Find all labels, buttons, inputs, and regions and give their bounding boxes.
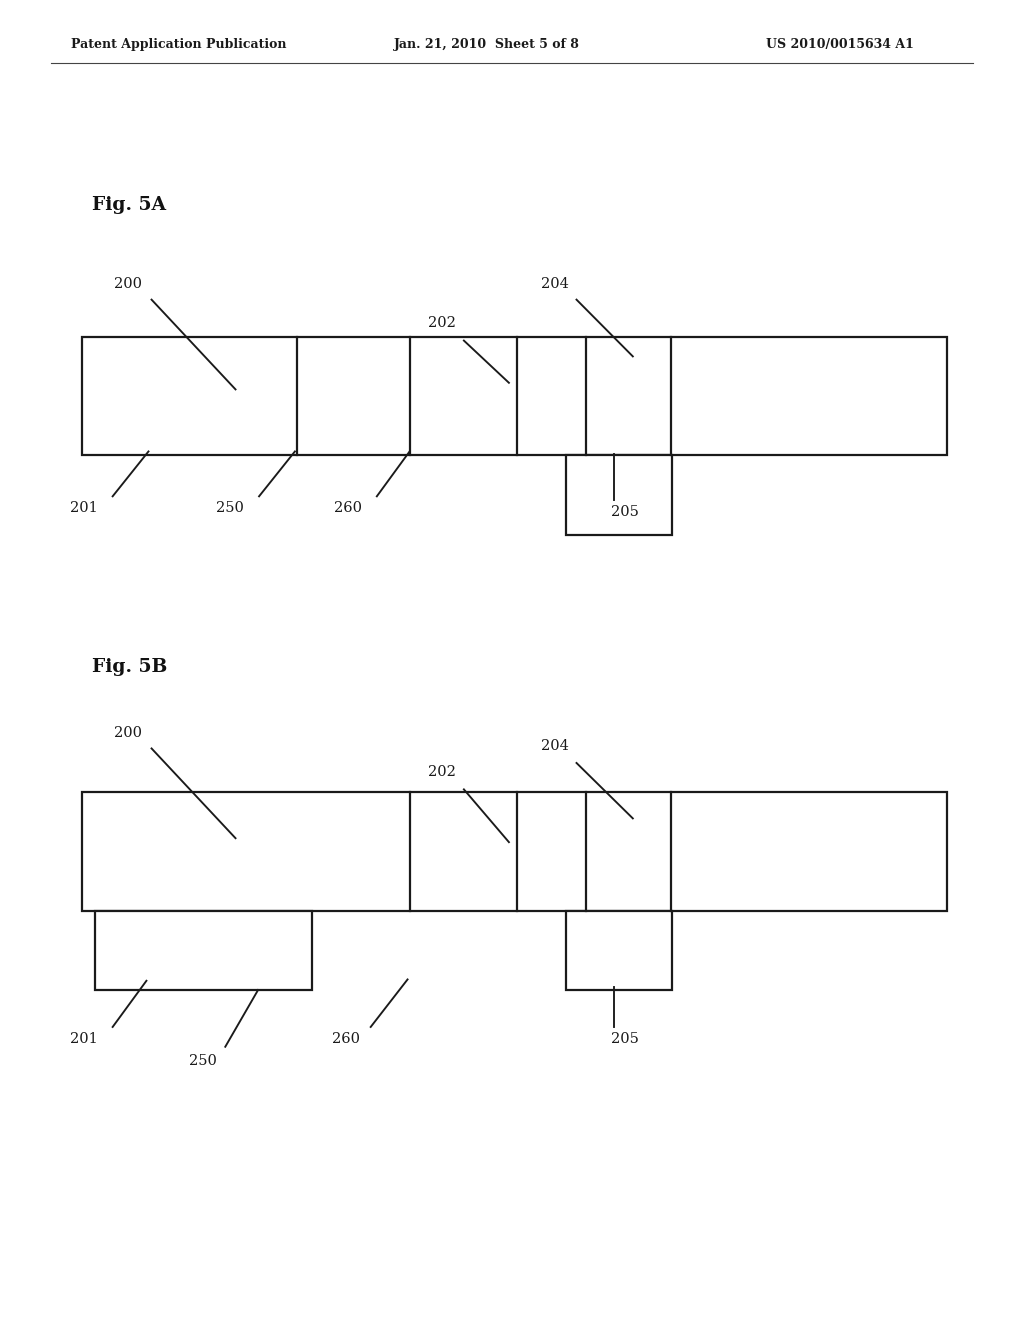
Text: 205: 205 xyxy=(610,506,639,519)
Bar xyxy=(82,337,947,455)
Text: 205: 205 xyxy=(610,1032,639,1045)
Text: Jan. 21, 2010  Sheet 5 of 8: Jan. 21, 2010 Sheet 5 of 8 xyxy=(393,38,580,51)
Text: 204: 204 xyxy=(541,739,569,752)
Bar xyxy=(95,911,312,990)
Text: 260: 260 xyxy=(334,502,362,515)
Text: Fig. 5A: Fig. 5A xyxy=(92,195,166,214)
Bar xyxy=(566,455,672,535)
Text: 260: 260 xyxy=(332,1032,360,1045)
Text: 204: 204 xyxy=(541,277,569,290)
Text: 202: 202 xyxy=(428,317,457,330)
Text: 202: 202 xyxy=(428,766,457,779)
Text: 200: 200 xyxy=(114,277,142,290)
Text: Patent Application Publication: Patent Application Publication xyxy=(72,38,287,51)
Text: 201: 201 xyxy=(70,1032,98,1045)
Text: 250: 250 xyxy=(216,502,245,515)
Text: Fig. 5B: Fig. 5B xyxy=(92,657,167,676)
Bar xyxy=(82,792,947,911)
Text: 200: 200 xyxy=(114,726,142,739)
Text: US 2010/0015634 A1: US 2010/0015634 A1 xyxy=(766,38,913,51)
Bar xyxy=(566,911,672,990)
Text: 201: 201 xyxy=(70,502,98,515)
Text: 250: 250 xyxy=(188,1055,217,1068)
